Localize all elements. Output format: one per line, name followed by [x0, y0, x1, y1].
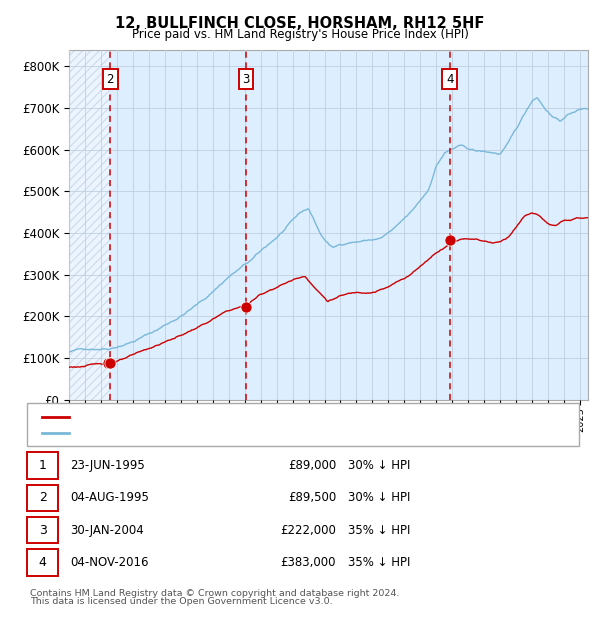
Text: 12, BULLFINCH CLOSE, HORSHAM, RH12 5HF: 12, BULLFINCH CLOSE, HORSHAM, RH12 5HF [115, 16, 485, 30]
Text: 30% ↓ HPI: 30% ↓ HPI [348, 459, 410, 472]
Text: £222,000: £222,000 [280, 524, 336, 536]
Text: 35% ↓ HPI: 35% ↓ HPI [348, 556, 410, 569]
Text: £383,000: £383,000 [281, 556, 336, 569]
Text: Contains HM Land Registry data © Crown copyright and database right 2024.: Contains HM Land Registry data © Crown c… [30, 589, 400, 598]
Text: 4: 4 [446, 73, 454, 86]
Text: 23-JUN-1995: 23-JUN-1995 [70, 459, 145, 472]
Text: 1: 1 [38, 459, 47, 472]
Text: 2: 2 [38, 492, 47, 504]
Text: 2: 2 [107, 73, 114, 86]
Text: This data is licensed under the Open Government Licence v3.0.: This data is licensed under the Open Gov… [30, 597, 332, 606]
Text: £89,500: £89,500 [288, 492, 336, 504]
Text: 3: 3 [38, 524, 47, 536]
Text: 3: 3 [242, 73, 250, 86]
Text: HPI: Average price, detached house, Horsham: HPI: Average price, detached house, Hors… [72, 428, 324, 438]
Bar [69, 50, 110, 400]
Text: £89,000: £89,000 [288, 459, 336, 472]
Text: 35% ↓ HPI: 35% ↓ HPI [348, 524, 410, 536]
Text: 30-JAN-2004: 30-JAN-2004 [70, 524, 144, 536]
Text: 4: 4 [38, 556, 47, 569]
Text: 12, BULLFINCH CLOSE, HORSHAM, RH12 5HF (detached house): 12, BULLFINCH CLOSE, HORSHAM, RH12 5HF (… [72, 412, 418, 422]
Text: 04-NOV-2016: 04-NOV-2016 [70, 556, 149, 569]
Text: 30% ↓ HPI: 30% ↓ HPI [348, 492, 410, 504]
Text: 04-AUG-1995: 04-AUG-1995 [70, 492, 149, 504]
Text: Price paid vs. HM Land Registry's House Price Index (HPI): Price paid vs. HM Land Registry's House … [131, 28, 469, 41]
